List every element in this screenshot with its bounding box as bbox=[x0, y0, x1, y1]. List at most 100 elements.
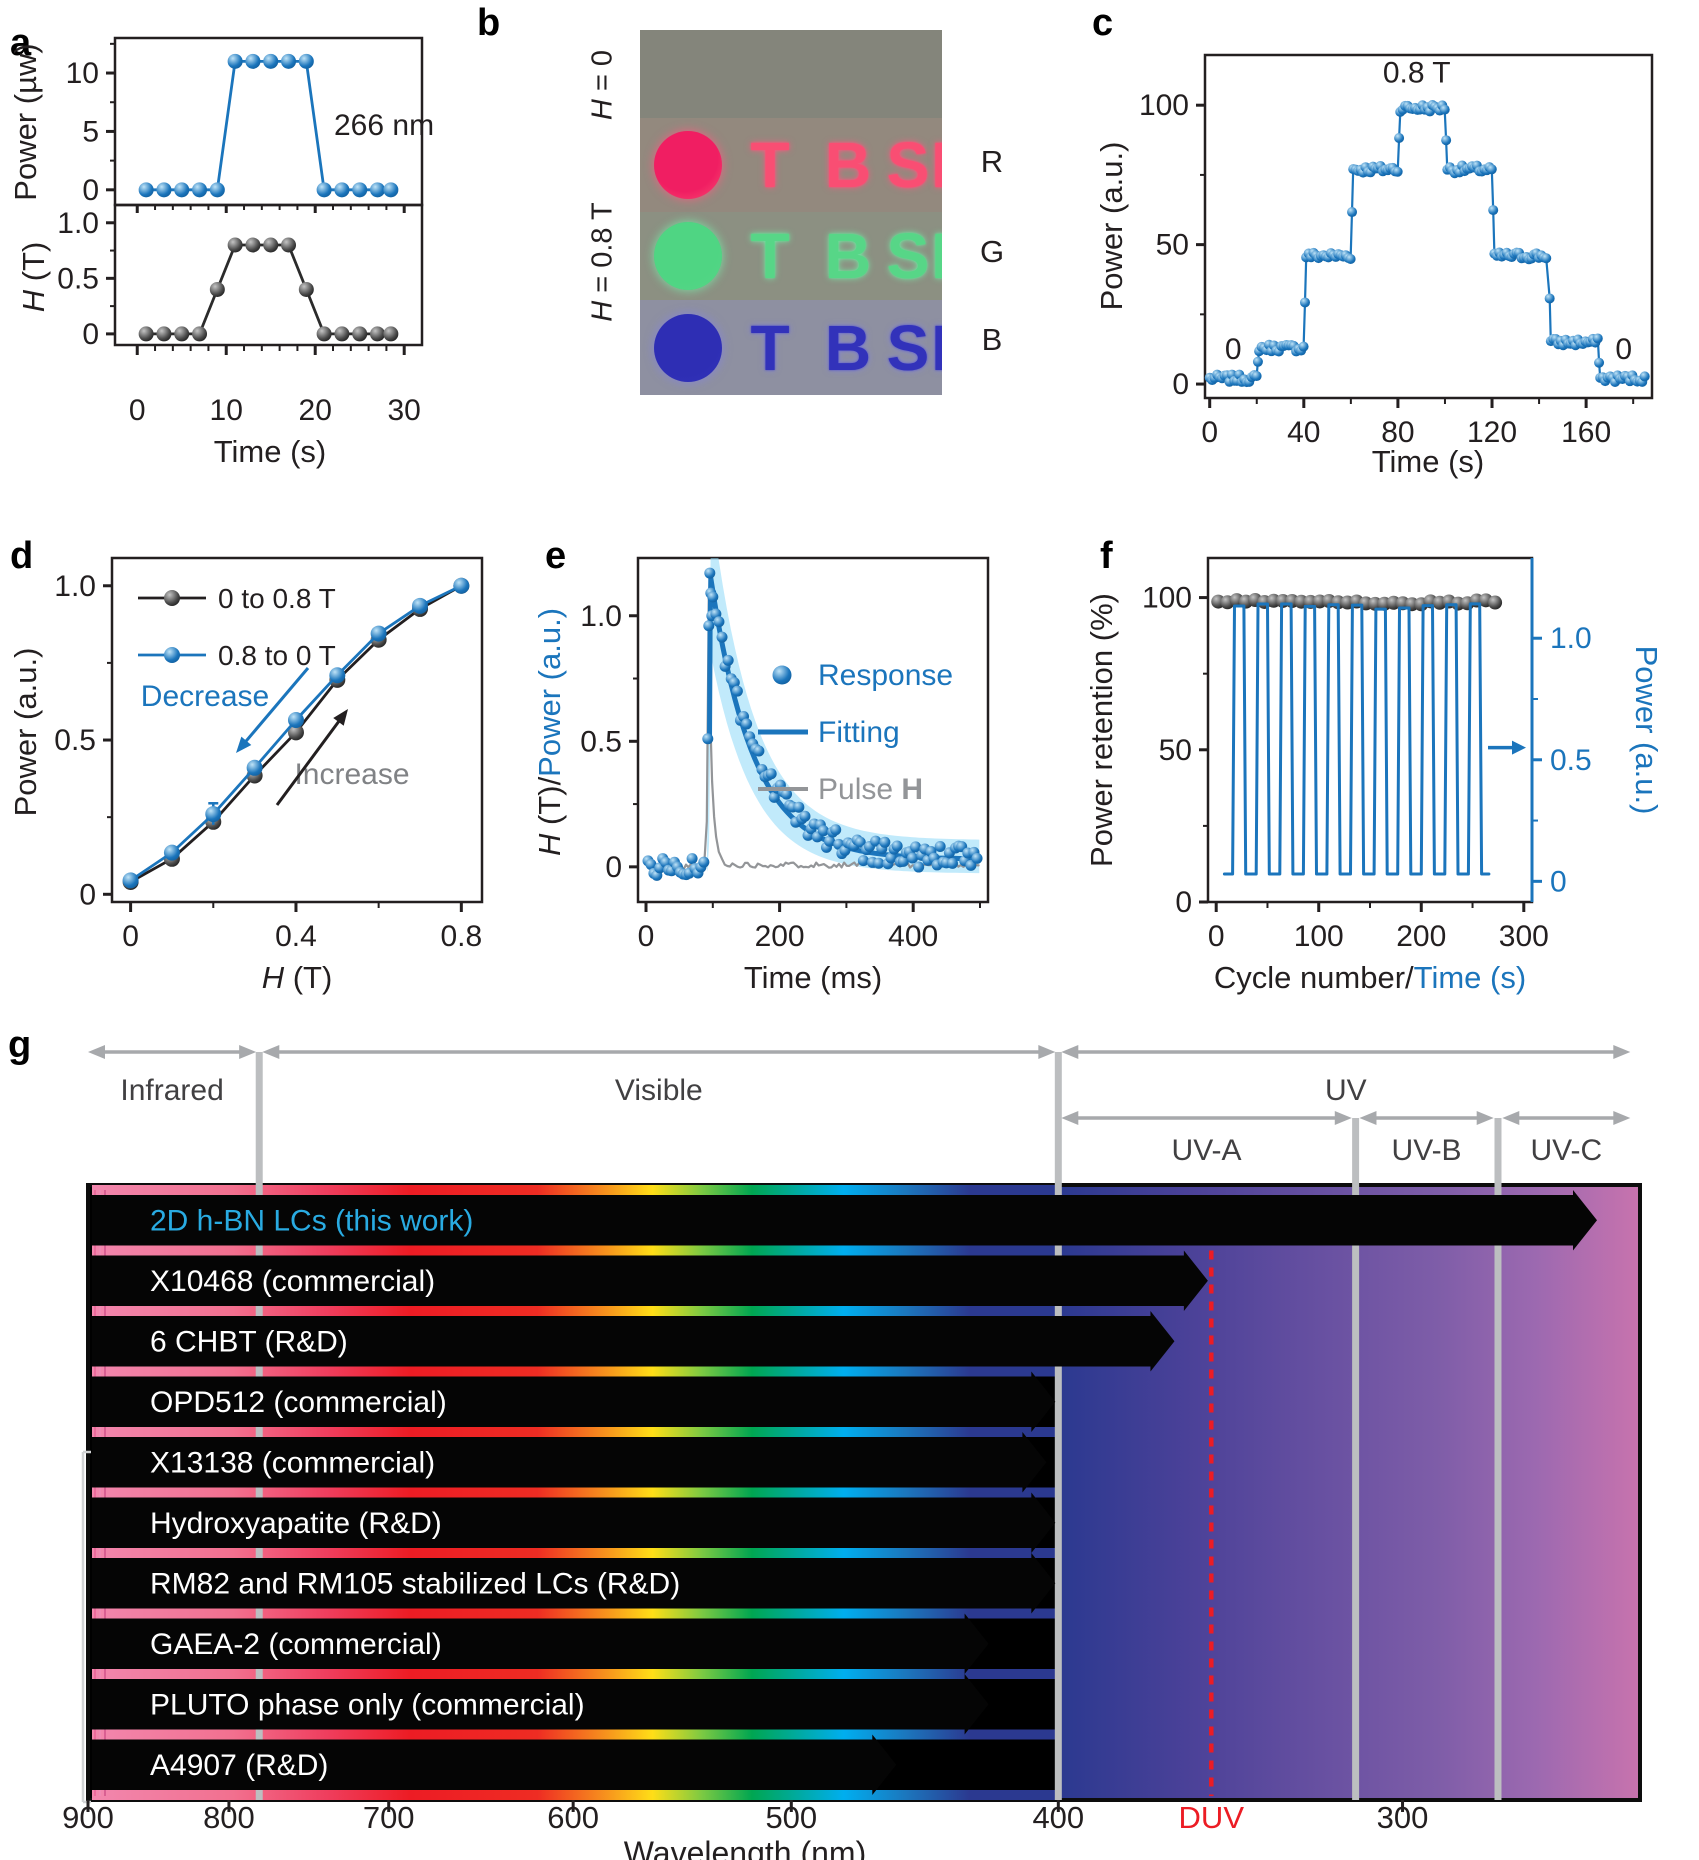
c-y-tick: 0 bbox=[1172, 368, 1189, 401]
panel-label-b: b bbox=[477, 2, 501, 44]
f-x-tick: 200 bbox=[1396, 920, 1446, 953]
c-x-tick: 160 bbox=[1561, 416, 1611, 449]
c-x-tick: 120 bbox=[1467, 416, 1517, 449]
f-power-wave bbox=[1222, 602, 1491, 876]
c-annotation: 0 bbox=[1225, 333, 1242, 366]
g-x-tick-600: 600 bbox=[547, 1800, 599, 1835]
panel-e-axes: 0 200 400 0 0.5 1.0 H (T)/Power (a.u.) Time (ms… bbox=[532, 556, 990, 995]
d-xlabel: H (T) bbox=[262, 960, 333, 995]
photo-letter-B-R: B bbox=[824, 129, 872, 201]
photo-circle-B bbox=[654, 313, 722, 382]
panel-label-d: d bbox=[10, 535, 34, 577]
panel-label-a: a bbox=[10, 22, 32, 64]
c-ylabel: Power (a.u.) bbox=[1094, 142, 1129, 311]
g-region-label-Infrared: Infrared bbox=[120, 1074, 223, 1107]
photo-letter-S-B: S bbox=[886, 311, 930, 384]
g-bar-label-8: GAEA-2 (commercial) bbox=[150, 1628, 442, 1661]
photo-letter-T-R: T bbox=[750, 129, 790, 201]
d-y-tick: 0 bbox=[79, 878, 96, 911]
e-xlabel: Time (ms) bbox=[744, 960, 882, 995]
e-confidence-band bbox=[706, 558, 980, 874]
d-series-1 bbox=[122, 577, 470, 889]
d-x-tick: 0.4 bbox=[275, 920, 317, 953]
f-x-tick: 300 bbox=[1499, 920, 1549, 953]
c-x-tick: 80 bbox=[1381, 416, 1414, 449]
panel-a-axes: 0 10 20 30 0 5 10 0 0.5 1.0 Power (µw) H (T) Time (s… bbox=[8, 36, 424, 469]
g-bar-label-9: PLUTO phase only (commercial) bbox=[150, 1688, 585, 1721]
photo-letter-I-B: I bbox=[931, 311, 942, 384]
e-y-tick: 1.0 bbox=[580, 600, 622, 633]
f-x-tick: 100 bbox=[1294, 920, 1344, 953]
e-legend-pulse: Pulse H bbox=[818, 773, 923, 806]
g-region-label-UV-B: UV-B bbox=[1392, 1134, 1462, 1167]
g-region-label-Visible: Visible bbox=[615, 1074, 703, 1107]
panel-d-axes: 0 0.4 0.8 0 0.5 1.0 Power (a.u.) H (T) bbox=[8, 556, 484, 995]
f-right-tick: 0.5 bbox=[1550, 744, 1592, 777]
a-ylabel-h: H (T) bbox=[16, 242, 51, 313]
d-series-0 bbox=[122, 577, 470, 890]
a-h-series bbox=[138, 237, 399, 342]
panel-label-c: c bbox=[1092, 2, 1114, 44]
a-h-tick: 0.5 bbox=[57, 262, 99, 295]
photo-letter-S-G: S bbox=[886, 220, 930, 292]
g-bar-label-1: 2D h-BN LCs (this work) bbox=[150, 1204, 473, 1237]
g-bar-label-5: X13138 (commercial) bbox=[150, 1446, 435, 1479]
d-y-tick: 0.5 bbox=[54, 724, 96, 757]
a-h-tick: 1.0 bbox=[57, 207, 99, 240]
a-power-tick: 0 bbox=[82, 174, 99, 207]
f-left-tick: 100 bbox=[1142, 582, 1192, 615]
f-left-tick: 0 bbox=[1175, 886, 1192, 919]
f-right-tick: 0 bbox=[1550, 865, 1567, 898]
e-legend-fitting: Fitting bbox=[818, 716, 900, 749]
g-xlabel: Wavelength (nm) bbox=[624, 1835, 866, 1860]
d-annotation-decrease: Decrease bbox=[141, 680, 269, 713]
panel-label-f: f bbox=[1100, 535, 1113, 577]
e-y-tick: 0.5 bbox=[580, 725, 622, 758]
d-x-tick: 0 bbox=[122, 920, 139, 953]
photo-circle-G bbox=[654, 222, 722, 290]
photo-circle-R bbox=[654, 131, 722, 199]
f-right-tick: 1.0 bbox=[1550, 622, 1592, 655]
e-ylabel: H (T)/Power (a.u.) bbox=[532, 608, 567, 856]
f-retention-series bbox=[1211, 593, 1503, 612]
g-bar-2: X10468 (commercial) bbox=[92, 1250, 1208, 1311]
g-region-arrows: Infrared Visible UV bbox=[88, 1045, 1631, 1107]
a-power-tick: 5 bbox=[82, 115, 99, 148]
a-x-tick: 20 bbox=[299, 394, 332, 427]
a-ylabel-power: Power (µw) bbox=[8, 43, 43, 200]
d-annotations: Decrease Increase bbox=[141, 667, 410, 806]
c-annotations: 0.8 T 0 0 bbox=[1225, 56, 1632, 365]
a-x-tick: 30 bbox=[388, 394, 421, 427]
d-legend-label: 0 to 0.8 T bbox=[218, 583, 336, 614]
panel-label-g: g bbox=[8, 1024, 32, 1066]
photo-letter-I-G: I bbox=[931, 220, 942, 292]
photo-letter-I-R: I bbox=[931, 129, 942, 201]
c-y-tick: 100 bbox=[1139, 89, 1189, 122]
row-label-B: B bbox=[981, 322, 1003, 357]
g-bar-label-2: X10468 (commercial) bbox=[150, 1265, 435, 1298]
c-series bbox=[1204, 100, 1650, 388]
a-power-series: 266 nm bbox=[138, 53, 434, 198]
e-x-tick: 0 bbox=[638, 920, 655, 953]
c-x-tick: 40 bbox=[1287, 416, 1320, 449]
g-bar-label-7: RM82 and RM105 stabilized LCs (R&D) bbox=[150, 1567, 680, 1600]
d-y-tick: 1.0 bbox=[54, 570, 96, 603]
g-uv-sub-arrows: UV-A UV-B UV-C bbox=[1061, 1111, 1631, 1167]
f-left-tick: 50 bbox=[1159, 734, 1192, 767]
a-xlabel: Time (s) bbox=[214, 434, 327, 469]
g-axis: 900 800 700 600 500 400 300 DUV Wavelength (nm) bbox=[62, 1800, 1428, 1860]
g-bar-5: X13138 (commercial) bbox=[92, 1432, 1047, 1493]
c-annotation: 0 bbox=[1615, 333, 1632, 366]
g-bar-label-3: 6 CHBT (R&D) bbox=[150, 1325, 348, 1358]
g-region-label-UV-A: UV-A bbox=[1172, 1134, 1242, 1167]
c-x-tick: 0 bbox=[1201, 416, 1218, 449]
panel-c-chart: 0 40 80 120 160 0 50 100 Power (a.u.) Time (s) 0.8… bbox=[1094, 53, 1654, 479]
g-bar-3: 6 CHBT (R&D) bbox=[92, 1311, 1175, 1372]
photo-row-blank bbox=[640, 30, 942, 118]
f-ylabel-left: Power retention (%) bbox=[1084, 593, 1119, 867]
